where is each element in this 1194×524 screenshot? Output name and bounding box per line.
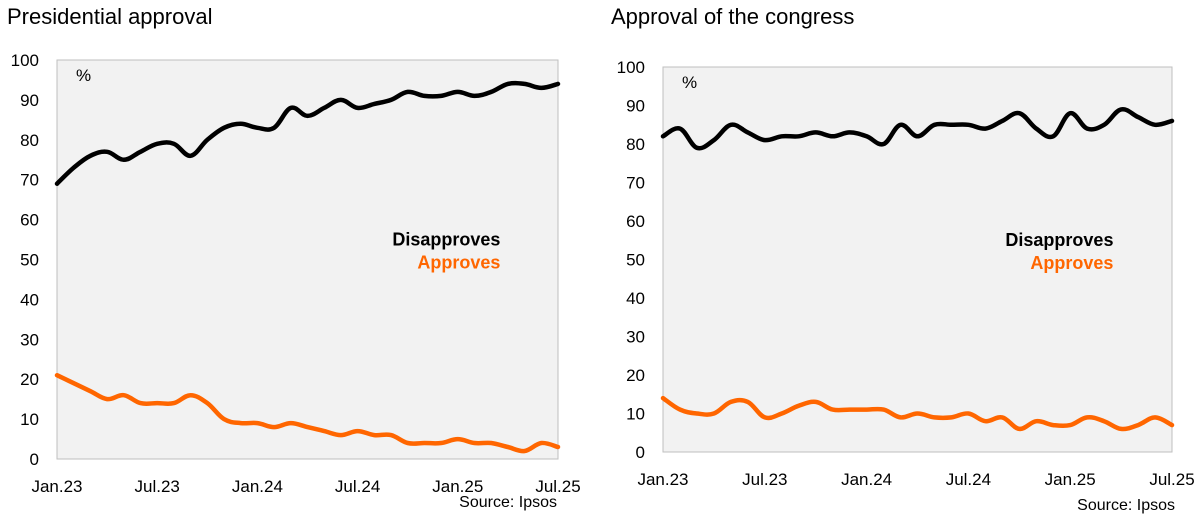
x-tick-label: Jul.23 <box>742 470 787 489</box>
series-line-approves <box>660 395 1175 432</box>
y-tick-label: 20 <box>20 370 39 389</box>
y-tick-label: 70 <box>626 174 645 193</box>
series-line-approves <box>54 372 561 454</box>
presidential-approval-chart: 0 10 20 30 40 50 60 70 80 90 100 Jan.23 Jul.23 Jan.24… <box>11 51 581 496</box>
x-tick-label: Jul.24 <box>335 477 380 496</box>
chart-title: Approval of the congress <box>611 4 855 29</box>
y-tick-label: 50 <box>626 251 645 270</box>
congress-approval-panel: Approval of the congress 0 10 20 30 40 50 60 70… <box>604 0 1194 524</box>
y-tick-label: 80 <box>20 131 39 150</box>
y-tick-label: 100 <box>11 51 39 70</box>
y-tick-label: 40 <box>626 289 645 308</box>
congress-approval-chart: 0 10 20 30 40 50 60 70 80 90 100 Jan.23 Jul.23 Jan.24… <box>617 58 1194 489</box>
y-tick-label: 60 <box>626 212 645 231</box>
x-tick-label: Jan.25 <box>1045 470 1096 489</box>
y-tick-label: 40 <box>20 290 39 309</box>
unit-label: % <box>682 73 697 92</box>
y-tick-label: 30 <box>626 328 645 347</box>
x-tick-label: Jan.24 <box>232 477 283 496</box>
legend-label-approves: Approves <box>1030 253 1113 273</box>
x-tick-label: Jan.25 <box>432 477 483 496</box>
unit-label: % <box>76 66 91 85</box>
presidential-approval-panel: Presidential approval 0 10 20 30 40 50 60 70 80 9… <box>0 0 590 524</box>
series-line-disapproves <box>660 106 1175 151</box>
y-tick-label: 90 <box>626 97 645 116</box>
x-tick-label: Jul.25 <box>535 477 580 496</box>
y-tick-label: 10 <box>20 410 39 429</box>
y-tick-label: 50 <box>20 251 39 270</box>
source-note: Source: Ipsos <box>459 494 557 511</box>
x-tick-label: Jan.23 <box>31 477 82 496</box>
x-tick-label: Jul.25 <box>1149 470 1194 489</box>
x-tick-label: Jan.23 <box>637 470 688 489</box>
source-note: Source: Ipsos <box>1077 497 1175 514</box>
y-tick-label: 60 <box>20 211 39 230</box>
y-tick-label: 30 <box>20 330 39 349</box>
legend-label-disapproves: Disapproves <box>1005 230 1113 250</box>
y-tick-label: 100 <box>617 58 645 77</box>
legend-label-approves: Approves <box>417 253 500 273</box>
chart-title: Presidential approval <box>7 4 213 29</box>
y-tick-label: 70 <box>20 171 39 190</box>
x-tick-label: Jul.24 <box>946 470 991 489</box>
plot-area <box>56 59 559 460</box>
y-tick-label: 0 <box>636 443 645 462</box>
y-tick-label: 90 <box>20 91 39 110</box>
x-tick-label: Jan.24 <box>841 470 892 489</box>
y-tick-label: 20 <box>626 366 645 385</box>
y-tick-label: 10 <box>626 405 645 424</box>
x-tick-label: Jul.23 <box>135 477 180 496</box>
y-tick-label: 0 <box>30 450 39 469</box>
series-line-disapproves <box>54 80 561 186</box>
y-tick-label: 80 <box>626 135 645 154</box>
legend-label-disapproves: Disapproves <box>392 230 500 250</box>
